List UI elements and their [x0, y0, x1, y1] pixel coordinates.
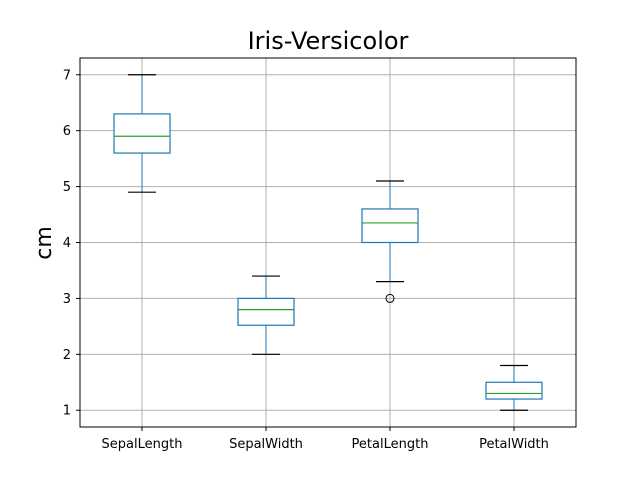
axis-layer: 1 2 3 4 5 6 7 SepalLength SepalWidth PetalLength P… [63, 68, 549, 452]
iqr-box [485, 381, 543, 400]
y-tick-label: 7 [63, 68, 71, 83]
y-tick-label: 4 [63, 236, 71, 251]
y-tick-label: 2 [63, 348, 71, 363]
y-tick-label: 1 [63, 404, 71, 419]
plot-layer [113, 74, 543, 411]
box-group-SepalLength [113, 74, 171, 193]
box-group-PetalLength [361, 180, 419, 303]
y-axis-label: cm [32, 226, 57, 260]
chart-title: Iris-Versicolor [248, 27, 409, 55]
y-tick-label: 6 [63, 124, 71, 139]
box-group-SepalWidth [237, 275, 295, 355]
iqr-box [113, 113, 171, 154]
iqr-box [361, 208, 419, 244]
x-tick-label: PetalWidth [479, 437, 549, 452]
iqr-box [237, 297, 295, 326]
x-tick-label: SepalWidth [229, 437, 303, 452]
x-tick-label: PetalLength [352, 437, 429, 452]
box-group-PetalWidth [485, 364, 543, 411]
y-tick-label: 3 [63, 292, 71, 307]
y-tick-label: 5 [63, 180, 71, 195]
outlier-point [385, 293, 395, 303]
x-tick-label: SepalLength [102, 437, 183, 452]
